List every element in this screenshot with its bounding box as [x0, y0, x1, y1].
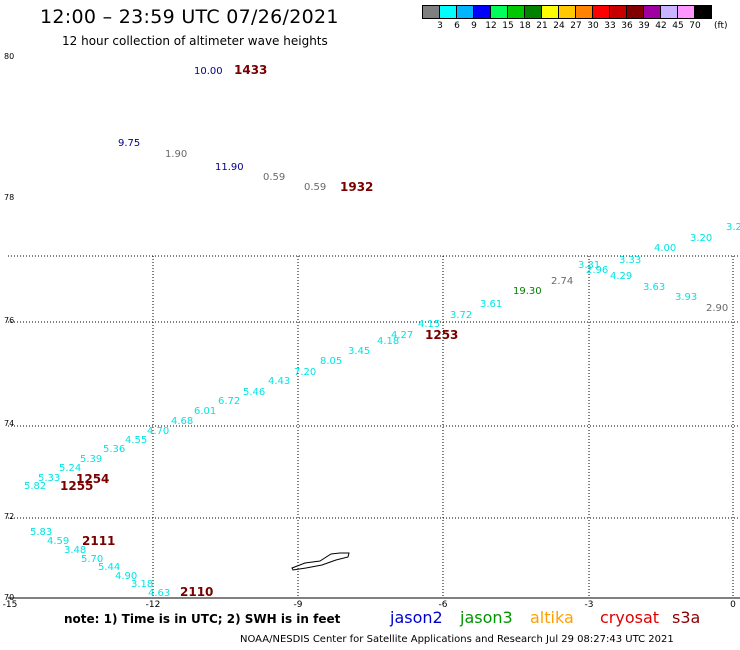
wave-height-label: 19.30 — [513, 286, 542, 297]
legend-label: 27 — [570, 21, 582, 31]
wave-height-label: 0.59 — [263, 172, 286, 183]
wave-height-label: 3.63 — [643, 282, 666, 293]
wave-height-label: 4.63 — [148, 588, 171, 599]
pass-time-label: 1253 — [425, 328, 459, 342]
wave-height-label: 2.74 — [551, 276, 574, 287]
lon-label-0: 0 — [730, 600, 736, 610]
lon-label-m3: -3 — [584, 600, 594, 610]
legend-label: 24 — [553, 21, 565, 31]
satellite-altika: altika — [530, 608, 574, 627]
wave-height-label: 5.33 — [38, 473, 61, 484]
wave-height-label: 5.24 — [59, 463, 82, 474]
wave-height-label: 9.75 — [118, 138, 141, 149]
wave-height-label: 4.68 — [171, 416, 194, 427]
satellite-jason3: jason3 — [460, 608, 513, 627]
wave-height-label: 5.70 — [81, 554, 104, 565]
wave-height-label: 3.31 — [578, 260, 601, 271]
wave-height-label: 3.2 — [726, 222, 740, 233]
pass-time-label: 1932 — [340, 180, 374, 194]
wave-height-label: 4.18 — [377, 336, 400, 347]
wave-height-label: 3.20 — [690, 233, 713, 244]
legend-label: 3 — [437, 21, 443, 31]
lat-label-78: 78 — [4, 193, 15, 202]
wave-height-label: 4.00 — [654, 243, 677, 254]
lat-label-70: 70 — [4, 593, 15, 602]
legend-label: 39 — [638, 21, 650, 31]
wave-height-label: 2.96 — [586, 265, 609, 276]
wave-height-label: 7.20 — [294, 367, 317, 378]
legend-label: 36 — [621, 21, 633, 31]
wave-height-label: 5.39 — [80, 454, 103, 465]
wave-height-label: 3.45 — [348, 346, 371, 357]
map-title: 12:00 – 23:59 UTC 07/26/2021 — [40, 6, 339, 28]
wave-height-label: 4.15 — [418, 319, 441, 330]
legend-label: 45 — [672, 21, 684, 31]
legend-label: 6 — [454, 21, 460, 31]
pass-time-label: 1255 — [60, 479, 94, 493]
pass-time-label: 2111 — [82, 534, 116, 548]
wave-height-label: 3.93 — [675, 292, 698, 303]
legend-labels: 3 6 9 12 15 18 21 24 27 30 33 36 39 42 45 70 — [422, 21, 740, 33]
legend-label: 42 — [655, 21, 667, 31]
wave-height-label: 5.83 — [30, 527, 53, 538]
wave-height-label: 0.59 — [304, 182, 327, 193]
lat-label-74: 74 — [4, 419, 15, 428]
legend-swatch — [694, 5, 712, 19]
lon-label-m12: -12 — [145, 600, 161, 610]
satellite-cryosat: cryosat — [600, 608, 660, 627]
legend-label: 12 — [485, 21, 497, 31]
map-subtitle: 12 hour collection of altimeter wave hei… — [62, 34, 328, 48]
legend-label: 33 — [604, 21, 616, 31]
satellite-s3a: s3a — [672, 608, 701, 627]
pass-time-label: 2110 — [180, 585, 214, 599]
lon-label-m6: -6 — [438, 600, 448, 610]
wave-height-label: 4.55 — [125, 435, 148, 446]
wave-height-label: 10.00 — [194, 66, 223, 77]
legend-label: 70 — [689, 21, 701, 31]
wave-height-label: 4.29 — [610, 271, 633, 282]
legend-label: 30 — [587, 21, 599, 31]
legend-label: 18 — [519, 21, 531, 31]
wave-height-label: 6.72 — [218, 396, 241, 407]
wave-height-label: 4.90 — [115, 571, 138, 582]
satellite-jason2: jason2 — [390, 608, 443, 627]
credit-line: NOAA/NESDIS Center for Satellite Applica… — [240, 634, 674, 645]
pass-time-label: 1254 — [76, 472, 110, 486]
wave-height-label: 5.46 — [243, 387, 266, 398]
legend-label: 21 — [536, 21, 548, 31]
wave-height-label: 4.59 — [47, 536, 70, 547]
wave-height-label: 3.61 — [480, 299, 503, 310]
wave-height-label: 4.27 — [391, 330, 414, 341]
lon-label-m15: -15 — [2, 600, 18, 610]
legend-unit: (ft) — [714, 21, 728, 31]
wave-height-label: 4.70 — [147, 426, 170, 437]
wave-height-label: 3.48 — [64, 545, 87, 556]
wave-height-label: 5.44 — [98, 562, 121, 573]
lat-label-72: 72 — [4, 512, 15, 521]
wave-height-label: 5.36 — [103, 444, 126, 455]
wave-height-label: 1.90 — [165, 149, 188, 160]
color-legend — [422, 5, 712, 19]
wave-height-label: 2.90 — [706, 303, 729, 314]
pass-time-label: 1433 — [234, 63, 268, 77]
jan-mayen-island — [291, 552, 350, 571]
wave-height-label: 3.72 — [450, 310, 473, 321]
wave-height-label: 3.18 — [131, 579, 154, 590]
wave-height-label: 4.43 — [268, 376, 291, 387]
wave-height-label: 8.05 — [320, 356, 343, 367]
wave-height-label: 5.82 — [24, 481, 47, 492]
wave-height-label: 6.01 — [194, 406, 217, 417]
lat-label-76: 76 — [4, 316, 15, 325]
footer-note: note: 1) Time is in UTC; 2) SWH is in fe… — [64, 612, 341, 626]
wave-height-label: 11.90 — [215, 162, 244, 173]
lat-label-80: 80 — [4, 52, 15, 61]
legend-label: 15 — [502, 21, 514, 31]
wave-height-label: 3.33 — [619, 255, 642, 266]
lon-label-m9: -9 — [293, 600, 303, 610]
legend-label: 9 — [471, 21, 477, 31]
